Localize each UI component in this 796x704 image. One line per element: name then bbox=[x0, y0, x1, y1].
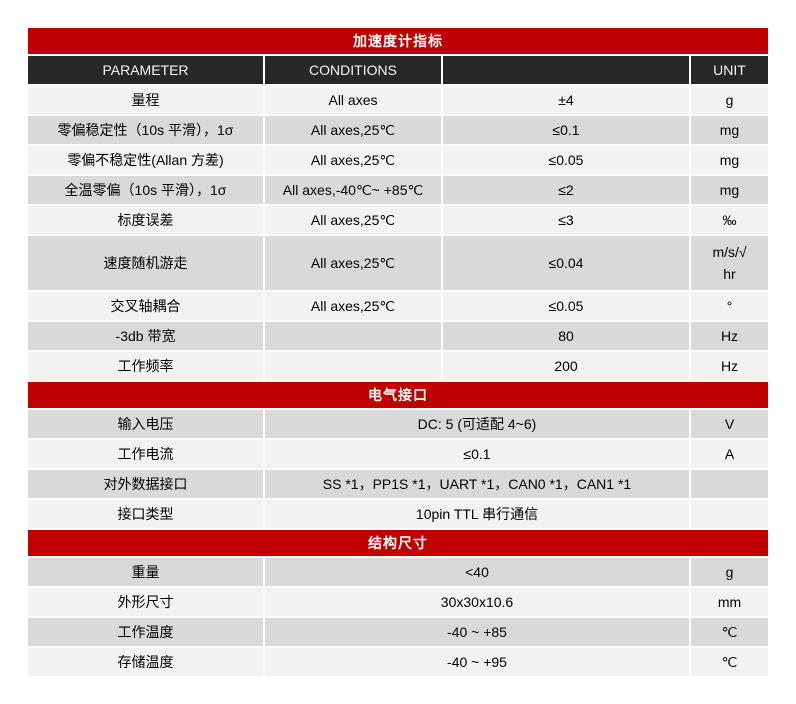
parameter-cell: 工作电流 bbox=[28, 440, 263, 468]
conditions-cell: All axes bbox=[265, 86, 441, 114]
conditions-cell bbox=[265, 352, 441, 380]
section-header-1: 加速度计指标 bbox=[28, 28, 768, 54]
unit-cell: g bbox=[691, 86, 768, 114]
value-cell: 30x30x10.6 bbox=[265, 588, 689, 616]
parameter-cell: 接口类型 bbox=[28, 500, 263, 528]
unit-cell: Hz bbox=[691, 322, 768, 350]
conditions-cell: All axes,-40℃~ +85℃ bbox=[265, 176, 441, 204]
unit-cell: mg bbox=[691, 146, 768, 174]
value-cell: 200 bbox=[443, 352, 689, 380]
column-header-parameter: PARAMETER bbox=[28, 56, 263, 84]
column-header-conditions: CONDITIONS bbox=[265, 56, 441, 84]
unit-cell: mg bbox=[691, 176, 768, 204]
unit-cell bbox=[691, 470, 768, 498]
conditions-cell bbox=[265, 322, 441, 350]
unit-cell: A bbox=[691, 440, 768, 468]
conditions-cell: All axes,25℃ bbox=[265, 236, 441, 290]
unit-cell: mm bbox=[691, 588, 768, 616]
section-header-3: 结构尺寸 bbox=[28, 530, 768, 556]
value-cell: ≤0.1 bbox=[443, 116, 689, 144]
unit-cell: V bbox=[691, 410, 768, 438]
parameter-cell: 零偏稳定性（10s 平滑），1σ bbox=[28, 116, 263, 144]
unit-cell: ‰ bbox=[691, 206, 768, 234]
parameter-cell: 存储温度 bbox=[28, 648, 263, 676]
parameter-cell: 全温零偏（10s 平滑），1σ bbox=[28, 176, 263, 204]
value-cell: 10pin TTL 串行通信 bbox=[265, 500, 689, 528]
column-header-unit: UNIT bbox=[691, 56, 768, 84]
parameter-cell: 重量 bbox=[28, 558, 263, 586]
unit-cell: ℃ bbox=[691, 618, 768, 646]
column-header-value bbox=[443, 56, 689, 84]
parameter-cell: 速度随机游走 bbox=[28, 236, 263, 290]
parameter-cell: 工作频率 bbox=[28, 352, 263, 380]
conditions-cell: All axes,25℃ bbox=[265, 116, 441, 144]
conditions-cell: All axes,25℃ bbox=[265, 206, 441, 234]
value-cell: 80 bbox=[443, 322, 689, 350]
value-cell: DC: 5 (可适配 4~6) bbox=[265, 410, 689, 438]
unit-cell: mg bbox=[691, 116, 768, 144]
value-cell: ≤2 bbox=[443, 176, 689, 204]
spec-table: 加速度计指标 PARAMETER CONDITIONS UNIT 量程 All axes ±… bbox=[28, 28, 768, 676]
unit-cell bbox=[691, 500, 768, 528]
value-cell: -40 ~ +85 bbox=[265, 618, 689, 646]
section-header-2: 电气接口 bbox=[28, 382, 768, 408]
unit-cell: ℃ bbox=[691, 648, 768, 676]
unit-cell: g bbox=[691, 558, 768, 586]
value-cell: SS *1，PP1S *1，UART *1，CAN0 *1，CAN1 *1 bbox=[265, 470, 689, 498]
parameter-cell: 输入电压 bbox=[28, 410, 263, 438]
value-cell: <40 bbox=[265, 558, 689, 586]
parameter-cell: 零偏不稳定性(Allan 方差) bbox=[28, 146, 263, 174]
conditions-cell: All axes,25℃ bbox=[265, 292, 441, 320]
parameter-cell: 交叉轴耦合 bbox=[28, 292, 263, 320]
parameter-cell: 对外数据接口 bbox=[28, 470, 263, 498]
value-cell: -40 ~ +95 bbox=[265, 648, 689, 676]
parameter-cell: 外形尺寸 bbox=[28, 588, 263, 616]
parameter-cell: 标度误差 bbox=[28, 206, 263, 234]
parameter-cell: 工作温度 bbox=[28, 618, 263, 646]
parameter-cell: -3db 带宽 bbox=[28, 322, 263, 350]
value-cell: ≤3 bbox=[443, 206, 689, 234]
parameter-cell: 量程 bbox=[28, 86, 263, 114]
value-cell: ≤0.05 bbox=[443, 292, 689, 320]
value-cell: ≤0.04 bbox=[443, 236, 689, 290]
unit-cell: Hz bbox=[691, 352, 768, 380]
conditions-cell: All axes,25℃ bbox=[265, 146, 441, 174]
unit-cell: ° bbox=[691, 292, 768, 320]
value-cell: ±4 bbox=[443, 86, 689, 114]
value-cell: ≤0.05 bbox=[443, 146, 689, 174]
value-cell: ≤0.1 bbox=[265, 440, 689, 468]
unit-cell: m/s/√ hr bbox=[691, 236, 768, 290]
